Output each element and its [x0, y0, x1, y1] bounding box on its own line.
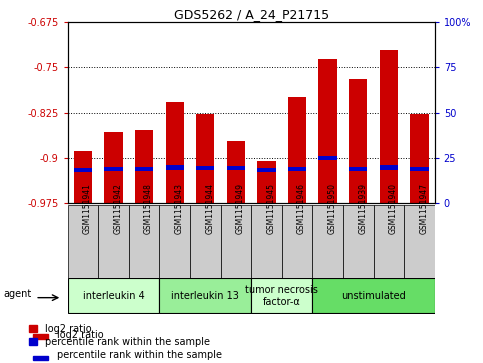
- Bar: [227, 141, 245, 203]
- Bar: [380, 166, 398, 170]
- FancyBboxPatch shape: [221, 205, 251, 278]
- Bar: [104, 167, 123, 171]
- FancyBboxPatch shape: [373, 205, 404, 278]
- FancyBboxPatch shape: [159, 278, 251, 313]
- Text: log2 ratio: log2 ratio: [57, 330, 104, 340]
- Bar: [196, 114, 214, 203]
- Text: GSM1151950: GSM1151950: [327, 183, 337, 234]
- Bar: [33, 356, 48, 359]
- Bar: [318, 59, 337, 203]
- Bar: [288, 167, 306, 171]
- FancyBboxPatch shape: [98, 205, 129, 278]
- Bar: [257, 168, 276, 172]
- Bar: [380, 50, 398, 203]
- Text: GSM1151942: GSM1151942: [114, 183, 123, 234]
- Bar: [318, 156, 337, 160]
- FancyBboxPatch shape: [190, 205, 221, 278]
- Text: tumor necrosis
factor-α: tumor necrosis factor-α: [245, 285, 318, 307]
- Text: GSM1151949: GSM1151949: [236, 183, 245, 234]
- Bar: [166, 166, 184, 170]
- Bar: [104, 132, 123, 203]
- FancyBboxPatch shape: [159, 205, 190, 278]
- FancyBboxPatch shape: [343, 205, 373, 278]
- Text: GSM1151939: GSM1151939: [358, 183, 367, 234]
- Bar: [74, 151, 92, 203]
- FancyBboxPatch shape: [282, 205, 313, 278]
- Bar: [410, 114, 428, 203]
- Text: GSM1151944: GSM1151944: [205, 183, 214, 234]
- FancyBboxPatch shape: [251, 205, 282, 278]
- Title: GDS5262 / A_24_P21715: GDS5262 / A_24_P21715: [173, 8, 329, 21]
- Text: unstimulated: unstimulated: [341, 291, 406, 301]
- FancyBboxPatch shape: [68, 278, 159, 313]
- Bar: [74, 168, 92, 172]
- Legend: log2 ratio, percentile rank within the sample: log2 ratio, percentile rank within the s…: [29, 324, 210, 347]
- Bar: [166, 102, 184, 203]
- Bar: [227, 166, 245, 170]
- Bar: [135, 167, 153, 171]
- Text: agent: agent: [3, 289, 31, 299]
- Bar: [257, 161, 276, 203]
- Text: GSM1151948: GSM1151948: [144, 183, 153, 234]
- Bar: [410, 167, 428, 171]
- FancyBboxPatch shape: [251, 278, 313, 313]
- Text: GSM1151945: GSM1151945: [267, 183, 275, 234]
- Bar: [33, 334, 48, 339]
- Text: interleukin 13: interleukin 13: [171, 291, 239, 301]
- Text: percentile rank within the sample: percentile rank within the sample: [57, 350, 222, 360]
- Text: interleukin 4: interleukin 4: [83, 291, 144, 301]
- Text: GSM1151940: GSM1151940: [389, 183, 398, 234]
- FancyBboxPatch shape: [404, 205, 435, 278]
- Bar: [349, 79, 368, 203]
- FancyBboxPatch shape: [129, 205, 159, 278]
- Bar: [349, 167, 368, 171]
- FancyBboxPatch shape: [313, 205, 343, 278]
- Text: GSM1151941: GSM1151941: [83, 183, 92, 234]
- FancyBboxPatch shape: [313, 278, 435, 313]
- Bar: [288, 97, 306, 203]
- FancyBboxPatch shape: [68, 205, 98, 278]
- Text: GSM1151947: GSM1151947: [419, 183, 428, 234]
- Text: GSM1151946: GSM1151946: [297, 183, 306, 234]
- Bar: [196, 166, 214, 170]
- Bar: [135, 130, 153, 203]
- Text: GSM1151943: GSM1151943: [175, 183, 184, 234]
